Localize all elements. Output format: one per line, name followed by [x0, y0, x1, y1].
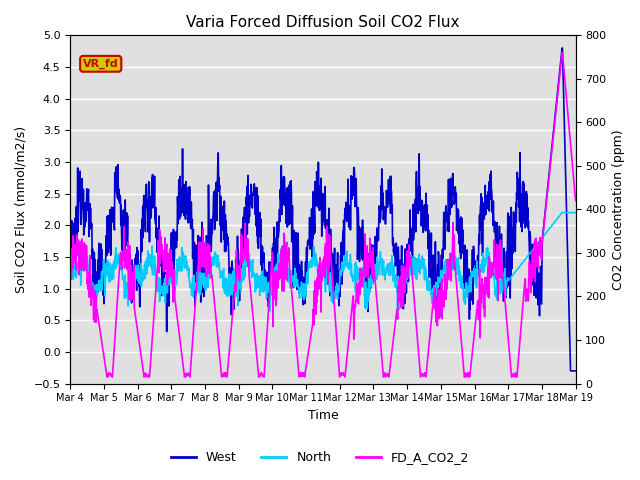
Title: Varia Forced Diffusion Soil CO2 Flux: Varia Forced Diffusion Soil CO2 Flux	[186, 15, 460, 30]
West	[106, 216, 113, 221]
X-axis label: Time: Time	[308, 409, 339, 422]
Y-axis label: Soil CO2 Flux (mmol/m2/s): Soil CO2 Flux (mmol/m2/s)	[15, 126, 28, 293]
FD_A_CO2_2	[281, 270, 289, 276]
West	[558, 45, 566, 51]
Legend: West, North, FD_A_CO2_2: West, North, FD_A_CO2_2	[166, 446, 474, 469]
West	[300, 280, 308, 286]
North	[281, 248, 289, 254]
FD_A_CO2_2	[355, 300, 362, 305]
North	[292, 273, 300, 279]
West	[354, 243, 362, 249]
North	[266, 308, 274, 314]
FD_A_CO2_2	[106, 371, 113, 376]
Text: VR_fd: VR_fd	[83, 59, 118, 69]
North	[355, 270, 362, 276]
West	[572, 368, 579, 374]
FD_A_CO2_2	[127, 253, 134, 259]
FD_A_CO2_2	[103, 374, 111, 380]
West	[281, 185, 289, 191]
West	[291, 251, 299, 257]
North	[67, 272, 74, 278]
FD_A_CO2_2	[572, 198, 579, 204]
North	[301, 291, 308, 297]
FD_A_CO2_2	[292, 332, 300, 338]
FD_A_CO2_2	[558, 50, 566, 56]
West	[566, 368, 574, 374]
North	[126, 286, 134, 292]
North	[572, 210, 579, 216]
North	[558, 210, 566, 216]
Line: West: West	[70, 48, 575, 371]
Line: North: North	[70, 213, 575, 311]
FD_A_CO2_2	[301, 374, 308, 380]
North	[106, 279, 113, 285]
Line: FD_A_CO2_2: FD_A_CO2_2	[70, 53, 575, 377]
West	[126, 290, 134, 296]
Y-axis label: CO2 Concentration (ppm): CO2 Concentration (ppm)	[612, 129, 625, 290]
West	[67, 265, 74, 271]
FD_A_CO2_2	[67, 257, 74, 263]
